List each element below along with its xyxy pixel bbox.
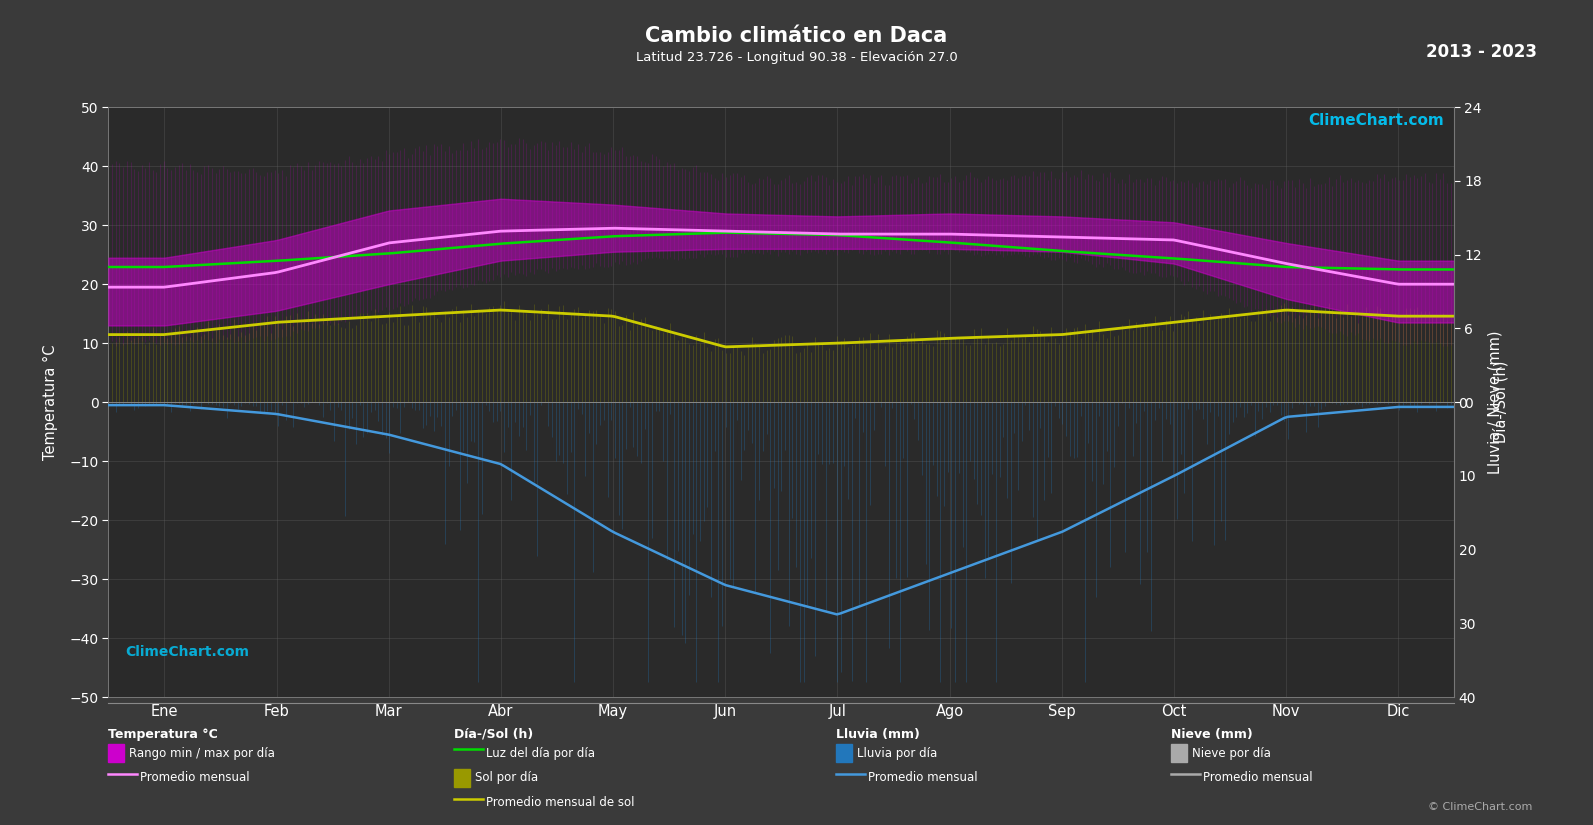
Y-axis label: Temperatura °C: Temperatura °C bbox=[43, 345, 59, 460]
Text: Latitud 23.726 - Longitud 90.38 - Elevación 27.0: Latitud 23.726 - Longitud 90.38 - Elevac… bbox=[636, 51, 957, 64]
Text: Nieve (mm): Nieve (mm) bbox=[1171, 728, 1252, 741]
Text: Promedio mensual: Promedio mensual bbox=[140, 771, 250, 785]
Text: © ClimeChart.com: © ClimeChart.com bbox=[1427, 802, 1532, 812]
Text: Rango min / max por día: Rango min / max por día bbox=[129, 747, 276, 760]
Text: 2013 - 2023: 2013 - 2023 bbox=[1426, 43, 1537, 61]
Text: Promedio mensual: Promedio mensual bbox=[1203, 771, 1313, 785]
Text: Promedio mensual de sol: Promedio mensual de sol bbox=[486, 796, 634, 809]
Text: Nieve por día: Nieve por día bbox=[1192, 747, 1271, 760]
Text: Sol por día: Sol por día bbox=[475, 771, 538, 785]
Y-axis label: Lluvia / Nieve (mm): Lluvia / Nieve (mm) bbox=[1488, 331, 1502, 474]
Text: Lluvia (mm): Lluvia (mm) bbox=[836, 728, 921, 741]
Text: Temperatura °C: Temperatura °C bbox=[108, 728, 218, 741]
Text: ClimeChart.com: ClimeChart.com bbox=[126, 645, 249, 659]
Text: Promedio mensual: Promedio mensual bbox=[868, 771, 978, 785]
Text: Luz del día por día: Luz del día por día bbox=[486, 747, 594, 760]
Text: Día-/Sol (h): Día-/Sol (h) bbox=[454, 728, 534, 741]
Text: Lluvia por día: Lluvia por día bbox=[857, 747, 937, 760]
Y-axis label: Día-/Sol (h): Día-/Sol (h) bbox=[1493, 361, 1509, 443]
Text: ClimeChart.com: ClimeChart.com bbox=[1308, 113, 1445, 128]
Text: Cambio climático en Daca: Cambio climático en Daca bbox=[645, 26, 948, 46]
